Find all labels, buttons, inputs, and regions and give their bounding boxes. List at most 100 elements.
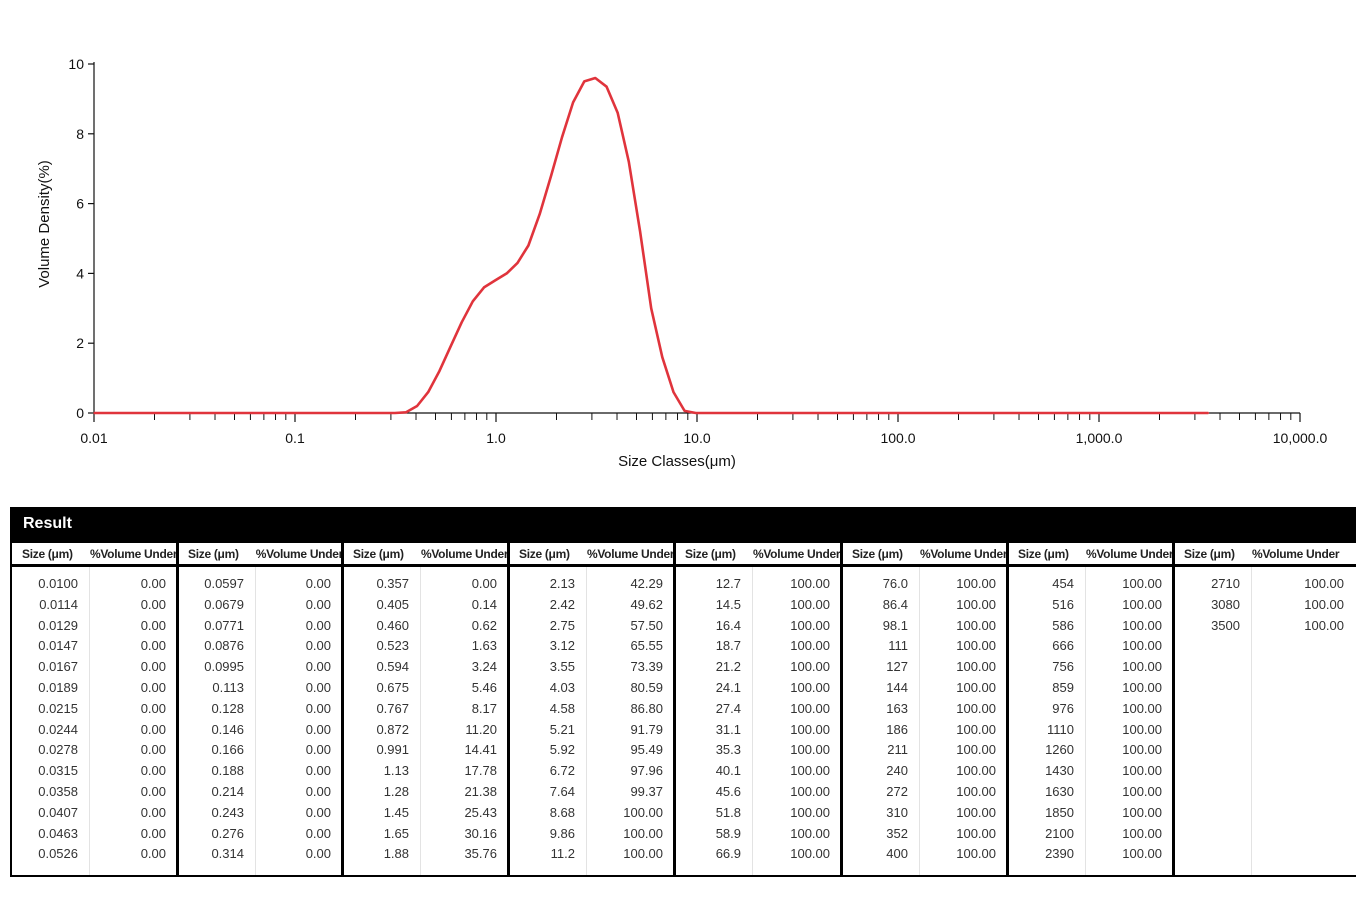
size-cell: 40.1 — [715, 763, 741, 779]
table-row: 3.12 65.55 — [509, 635, 675, 656]
table-row: 1.45 25.43 — [343, 802, 509, 823]
table-row: 144 100.00 — [842, 677, 1008, 698]
size-cell: 4.03 — [549, 680, 575, 695]
data-point — [650, 307, 653, 310]
result-column: Size (μm) %Volume Under 0.357 0.00 0.405 0.14… — [343, 541, 509, 875]
size-cell: 5.21 — [549, 721, 575, 737]
table-row: 0.460 0.62 — [343, 615, 509, 636]
result-column: Size (μm) %Volume Under 2.13 42.29 2.42 49.62… — [509, 541, 675, 875]
result-column-header: Size (μm) %Volume Under — [12, 541, 178, 567]
size-cell: 976 — [1052, 700, 1074, 716]
table-row: 31.1 100.00 — [675, 719, 842, 740]
volume-under-cell: 100.00 — [790, 680, 830, 695]
volume-under-header: %Volume Under — [1252, 546, 1340, 561]
table-row: 0.0167 0.00 — [12, 656, 178, 677]
size-cell: 0.166 — [211, 742, 244, 758]
volume-under-cell: 0.00 — [140, 784, 166, 799]
volume-under-header: %Volume Under — [90, 546, 178, 561]
size-cell: 0.0315 — [38, 763, 78, 779]
size-cell: 859 — [1052, 680, 1074, 695]
table-row: 666 100.00 — [1008, 635, 1174, 656]
volume-under-cell: 100.00 — [1122, 700, 1162, 716]
table-row: 0.0215 0.00 — [12, 698, 178, 719]
size-cell: 0.243 — [211, 804, 244, 820]
volume-under-cell: 14.41 — [464, 742, 497, 758]
volume-under-cell: 5.46 — [471, 680, 497, 695]
size-cell: 0.357 — [376, 576, 409, 591]
data-point — [561, 136, 563, 139]
table-row: 0.276 0.00 — [178, 823, 343, 844]
table-row: 0.0526 0.00 — [12, 843, 178, 864]
x-tick-label: 0.01 — [80, 430, 107, 446]
data-point — [516, 262, 519, 264]
table-row: 111 100.00 — [842, 635, 1008, 656]
table-row: 240 100.00 — [842, 760, 1008, 781]
volume-under-cell: 0.00 — [140, 804, 166, 820]
size-cell: 0.0995 — [204, 659, 244, 675]
y-axis: 0 2 4 6 8 10 — [68, 56, 95, 421]
volume-under-cell: 30.16 — [464, 825, 497, 841]
volume-under-cell: 100.00 — [1122, 576, 1162, 591]
volume-under-cell: 0.00 — [305, 638, 331, 654]
volume-under-cell: 99.37 — [630, 784, 663, 799]
table-row: 86.4 100.00 — [842, 594, 1008, 615]
table-row: 0.523 1.63 — [343, 635, 509, 656]
volume-under-cell: 100.00 — [956, 804, 996, 820]
volume-under-cell: 100.00 — [956, 659, 996, 675]
volume-under-header: %Volume Under — [587, 546, 675, 561]
result-column-header: Size (μm) %Volume Under — [1008, 541, 1174, 567]
y-tick-label: 2 — [76, 335, 84, 351]
x-tick-label: 100.0 — [880, 430, 915, 446]
size-cell: 0.0129 — [38, 617, 78, 633]
table-row: 3.55 73.39 — [509, 656, 675, 677]
y-tick-label: 0 — [76, 405, 84, 421]
size-cell: 0.0771 — [204, 617, 244, 633]
table-row: 1260 100.00 — [1008, 739, 1174, 760]
size-cell: 0.0215 — [38, 700, 78, 716]
size-header: Size (μm) — [685, 546, 736, 561]
table-row: 14.5 100.00 — [675, 594, 842, 615]
column-divider — [919, 567, 920, 875]
volume-under-cell: 0.00 — [305, 721, 331, 737]
volume-under-cell: 100.00 — [1122, 659, 1162, 675]
size-header: Size (μm) — [852, 546, 903, 561]
table-row: 0.0114 0.00 — [12, 594, 178, 615]
data-point — [416, 405, 418, 407]
table-row: 0.0129 0.00 — [12, 615, 178, 636]
table-row: 3080 100.00 — [1174, 594, 1356, 615]
y-axis-label: Volume Density(%) — [36, 160, 53, 288]
size-header: Size (μm) — [1184, 546, 1235, 561]
size-cell: 0.0407 — [38, 804, 78, 820]
table-row: 0.314 0.00 — [178, 843, 343, 864]
volume-under-cell: 0.00 — [471, 576, 497, 591]
size-cell: 1260 — [1045, 742, 1074, 758]
volume-under-cell: 0.00 — [305, 596, 331, 612]
volume-under-cell: 100.00 — [790, 576, 830, 591]
volume-under-cell: 42.29 — [630, 576, 663, 591]
table-row: 0.188 0.00 — [178, 760, 343, 781]
size-cell: 454 — [1052, 576, 1074, 591]
volume-under-cell: 80.59 — [630, 680, 663, 695]
volume-under-cell: 100.00 — [956, 596, 996, 612]
size-cell: 9.86 — [549, 825, 575, 841]
result-column: Size (μm) %Volume Under 2710 100.00 3080 100.… — [1174, 541, 1356, 875]
volume-under-cell: 100.00 — [1122, 680, 1162, 695]
size-cell: 127 — [886, 659, 908, 675]
column-separator — [507, 541, 510, 875]
table-row: 5.92 95.49 — [509, 739, 675, 760]
table-row: 2.13 42.29 — [509, 573, 675, 594]
size-cell: 352 — [886, 825, 908, 841]
result-column: Size (μm) %Volume Under 0.0597 0.00 0.0679 0.… — [178, 541, 343, 875]
table-row: 352 100.00 — [842, 823, 1008, 844]
size-cell: 1.13 — [383, 763, 409, 779]
size-cell: 272 — [886, 784, 908, 799]
table-row: 2390 100.00 — [1008, 843, 1174, 864]
volume-under-cell: 0.00 — [305, 846, 331, 862]
size-cell: 516 — [1052, 596, 1074, 612]
table-row: 516 100.00 — [1008, 594, 1174, 615]
result-column-header: Size (μm) %Volume Under — [675, 541, 842, 567]
size-cell: 0.0189 — [38, 680, 78, 695]
volume-under-cell: 73.39 — [630, 659, 663, 675]
size-cell: 0.0244 — [38, 721, 78, 737]
volume-under-cell: 0.00 — [140, 659, 166, 675]
